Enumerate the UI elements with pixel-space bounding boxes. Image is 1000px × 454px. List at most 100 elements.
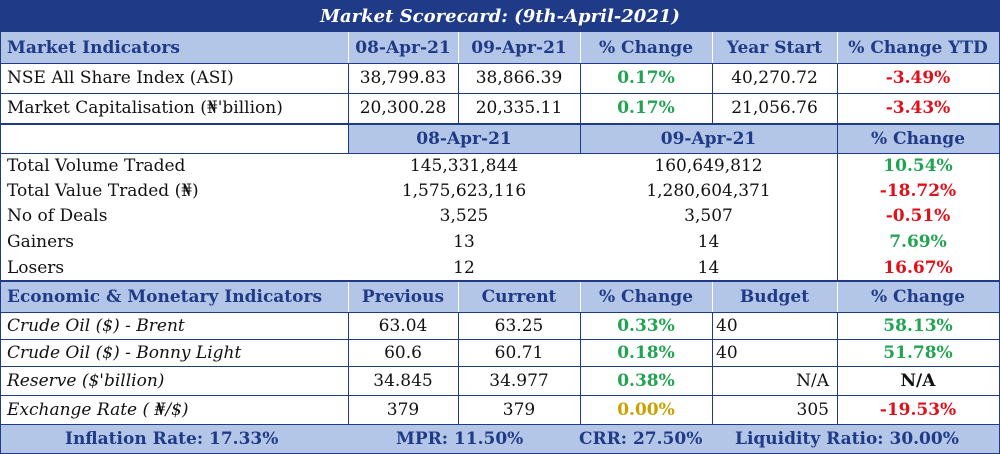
gainers-09-apr: 14 [697, 231, 720, 252]
market-cap-08-apr: 20,300.28 [359, 98, 447, 118]
header-separator [712, 32, 713, 63]
asi-08-apr: 38,799.83 [359, 68, 447, 88]
bonny-light-budget: 40 [716, 342, 738, 363]
grid-line [458, 63, 459, 123]
grid-line [1, 395, 999, 396]
grid-line [580, 312, 581, 424]
grid-line [1, 280, 999, 282]
header-separator [837, 32, 838, 63]
header-previous: Previous [361, 287, 445, 307]
grid-line [837, 63, 838, 123]
exchange-rate-budget-pct-change: -19.53% [879, 399, 957, 420]
deals-08-apr: 3,525 [439, 205, 489, 226]
exchange-rate-current: 379 [502, 399, 536, 420]
value-traded-09-apr: 1,280,604,371 [646, 180, 771, 201]
market-cap-year-start: 21,056.76 [731, 98, 818, 118]
header-separator [348, 282, 349, 312]
gainers-08-apr: 13 [453, 231, 475, 252]
market-indicators-header-row: Market Indicators 08-Apr-21 09-Apr-21 % … [1, 32, 999, 63]
asi-pct-change: 0.17% [617, 68, 675, 88]
bonny-light-previous: 60.6 [384, 342, 422, 363]
brent-pct-change: 0.33% [617, 315, 675, 336]
header-econ-pct-change: % Change [598, 287, 694, 307]
grid-line [348, 125, 349, 153]
grid-line [1, 63, 999, 64]
grid-line [1, 424, 999, 425]
header-date-2: 09-Apr-21 [471, 37, 567, 58]
losers-pct-change: 16.67% [883, 257, 953, 278]
grid-line [580, 63, 581, 123]
gainers-label: Gainers [7, 231, 75, 252]
header-date-1: 08-Apr-21 [355, 37, 451, 58]
value-traded-label: Total Value Traded (₦) [7, 180, 199, 201]
grid-line [348, 312, 349, 424]
grid-line [1, 312, 999, 313]
exchange-rate-previous: 379 [386, 399, 420, 420]
bonny-light-label: Crude Oil ($) - Bonny Light [7, 342, 242, 363]
header-current: Current [481, 287, 557, 307]
header-separator [458, 32, 459, 63]
grid-line [1, 123, 999, 125]
grid-line [837, 312, 838, 424]
economic-header-row: Economic & Monetary Indicators Previous … [1, 282, 999, 312]
bonny-light-current: 60.71 [494, 342, 544, 363]
market-cap-label: Market Capitalisation (₦'billion) [7, 98, 283, 118]
asi-pct-change-ytd: -3.49% [885, 68, 951, 88]
grid-line [712, 312, 713, 424]
trading-header-row: 08-Apr-21 09-Apr-21 % Change [348, 125, 999, 153]
reserve-label: Reserve ($'billion) [7, 370, 165, 391]
exchange-rate-budget: 305 [796, 399, 829, 420]
brent-current: 63.25 [494, 315, 544, 336]
asi-label: NSE All Share Index (ASI) [7, 68, 234, 88]
header-year-start: Year Start [726, 37, 823, 58]
gainers-pct-change: 7.69% [889, 231, 947, 252]
header-separator [580, 32, 581, 63]
brent-label: Crude Oil ($) - Brent [7, 315, 185, 336]
market-cap-pct-change: 0.17% [617, 98, 675, 118]
header-separator [712, 282, 713, 312]
grid-line [1, 339, 999, 340]
brent-budget: 40 [716, 315, 738, 336]
exchange-rate-label: Exchange Rate ( ₦/$) [7, 399, 189, 420]
deals-label: No of Deals [7, 205, 108, 226]
market-cap-pct-change-ytd: -3.43% [885, 98, 951, 118]
liquidity-ratio: Liquidity Ratio: 30.00% [735, 429, 959, 449]
reserve-previous: 34.845 [373, 370, 433, 391]
reserve-budget-pct-change: N/A [900, 370, 936, 391]
volume-traded-label: Total Volume Traded [7, 155, 186, 176]
deals-pct-change: -0.51% [885, 205, 951, 226]
grid-line [580, 125, 581, 153]
market-cap-09-apr: 20,335.11 [475, 98, 563, 118]
losers-09-apr: 14 [697, 257, 720, 278]
brent-previous: 63.04 [378, 315, 428, 336]
value-traded-pct-change: -18.72% [879, 180, 957, 201]
header-separator [837, 282, 838, 312]
mpr-rate: MPR: 11.50% [396, 429, 524, 449]
grid-line [712, 63, 713, 123]
losers-label: Losers [7, 257, 65, 278]
volume-traded-08-apr: 145,331,844 [409, 155, 519, 176]
asi-09-apr: 38,866.39 [475, 68, 563, 88]
losers-08-apr: 12 [453, 257, 475, 278]
trading-header-date-1: 08-Apr-21 [416, 129, 512, 149]
grid-line [458, 312, 459, 424]
footer-rates-row: Inflation Rate: 17.33% MPR: 11.50% CRR: … [1, 425, 999, 453]
header-budget: Budget [739, 287, 810, 307]
header-pct-change-ytd: % Change YTD [848, 37, 988, 58]
trading-header-pct-change: % Change [870, 129, 966, 149]
deals-09-apr: 3,507 [684, 205, 733, 226]
brent-budget-pct-change: 58.13% [883, 315, 953, 336]
volume-traded-09-apr: 160,649,812 [654, 155, 763, 176]
grid-line [1, 366, 999, 367]
scorecard-title: Market Scorecard: (9th-April-2021) [1, 1, 999, 32]
exchange-rate-pct-change: 0.00% [617, 399, 675, 420]
header-economic-indicators: Economic & Monetary Indicators [7, 287, 323, 307]
volume-traded-pct-change: 10.54% [883, 155, 953, 176]
asi-year-start: 40,270.72 [731, 68, 818, 88]
reserve-budget: N/A [796, 370, 829, 391]
bonny-light-budget-pct-change: 51.78% [883, 342, 953, 363]
grid-line [837, 125, 838, 280]
inflation-rate: Inflation Rate: 17.33% [65, 429, 279, 449]
header-separator [348, 32, 349, 63]
